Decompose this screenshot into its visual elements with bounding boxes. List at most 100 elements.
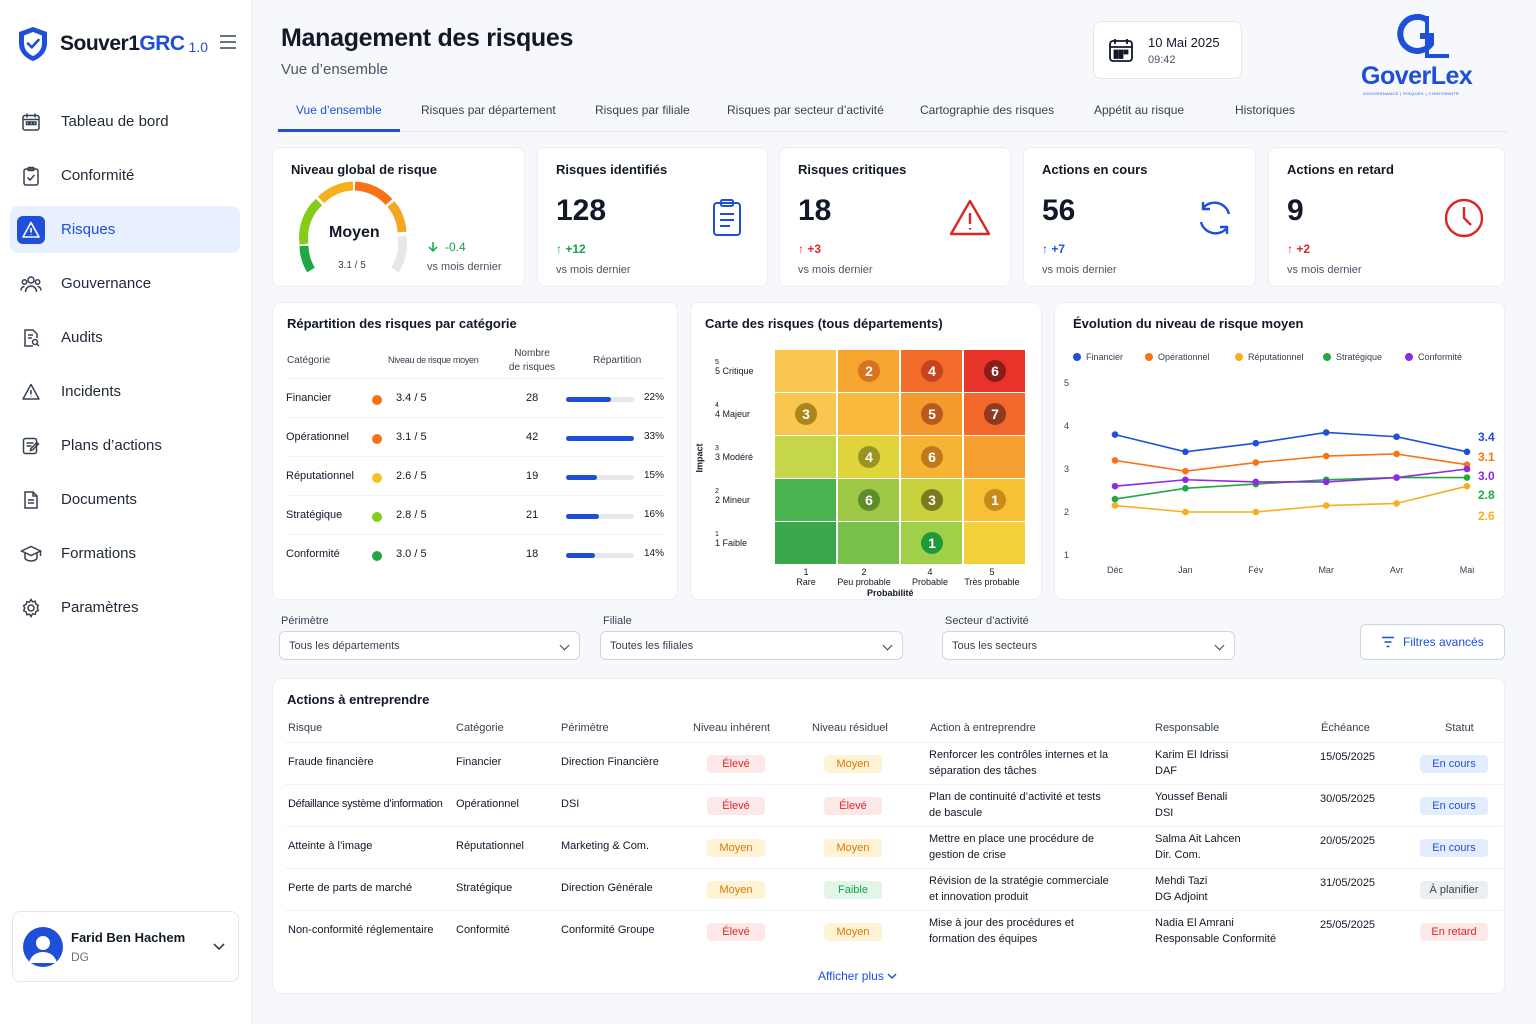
advanced-filters-button[interactable]: Filtres avancés [1360, 624, 1505, 660]
data-point[interactable] [1322, 429, 1330, 436]
tab-cartographie[interactable]: Cartographie des risques [920, 103, 1055, 117]
user-card[interactable]: Farid Ben Hachem DG [12, 911, 239, 982]
data-point[interactable] [1252, 478, 1260, 486]
filter-label-secteur: Secteur d’activité [945, 615, 1029, 627]
date-text: 10 Mai 2025 09:42 [1148, 35, 1220, 66]
heatmap-count-badge[interactable]: 2 [858, 360, 880, 382]
owner-name: Nadia El Amrani [1155, 917, 1234, 929]
data-point[interactable] [1252, 508, 1260, 516]
sidebar-item-incidents[interactable]: Incidents [10, 368, 240, 415]
heatmap-cell[interactable] [964, 522, 1025, 564]
table-row[interactable]: Atteinte à l’image Réputationnel Marketing… [285, 826, 1503, 868]
data-point[interactable] [1111, 495, 1119, 503]
perimetre-select[interactable]: Tous les départements [279, 631, 580, 660]
chevron-down-icon[interactable] [213, 943, 225, 951]
legend-label[interactable]: Réputationnel [1248, 352, 1304, 362]
sidebar-item-tableau-de-bord[interactable]: Tableau de bord [10, 98, 240, 145]
heatmap-count-badge[interactable]: 7 [984, 403, 1006, 425]
sidebar-item-gouvernance[interactable]: Gouvernance [10, 260, 240, 307]
heatmap-count-badge[interactable]: 5 [921, 403, 943, 425]
filiale-select[interactable]: Toutes les filiales [600, 631, 903, 660]
show-more-button[interactable]: Afficher plus [818, 969, 897, 983]
heatmap-count-badge[interactable]: 4 [921, 360, 943, 382]
brand[interactable]: Souver1GRC 1.0 [16, 22, 240, 66]
tab-risques-filiale[interactable]: Risques par filiale [595, 103, 690, 117]
data-point[interactable] [1111, 502, 1119, 509]
heatmap-count-badge[interactable]: 1 [921, 532, 943, 554]
table-row[interactable]: Fraude financière Financier Direction Fina… [285, 742, 1503, 784]
risk-category: Financier [456, 756, 502, 768]
sidebar-item-formations[interactable]: Formations [10, 530, 240, 577]
data-point[interactable] [1322, 502, 1330, 509]
sidebar-item-risques[interactable]: Risques [10, 206, 240, 253]
secteur-select[interactable]: Tous les secteurs [942, 631, 1235, 660]
heatmap-cell[interactable] [775, 522, 836, 564]
heatmap-count-badge[interactable]: 6 [921, 446, 943, 468]
heatmap-count-badge[interactable]: 6 [984, 360, 1006, 382]
legend-label[interactable]: Conformité [1418, 352, 1462, 362]
data-point[interactable] [1322, 478, 1330, 486]
heatmap-count-badge[interactable]: 3 [795, 403, 817, 425]
tab-vue-ensemble[interactable]: Vue d’ensemble [296, 103, 382, 117]
heatmap-cell[interactable] [775, 350, 836, 392]
data-point[interactable] [1252, 439, 1260, 447]
table-row[interactable]: Conformité 3.0 / 5 18 14% [286, 548, 665, 561]
data-point[interactable] [1393, 500, 1400, 507]
tab-appetit[interactable]: Appétit au risque [1094, 103, 1185, 117]
data-point[interactable] [1111, 431, 1119, 438]
heatmap-count-badge[interactable]: 6 [858, 489, 880, 511]
sidebar-item-conformite[interactable]: Conformité [10, 152, 240, 199]
warning-triangle-icon [949, 199, 991, 236]
sidebar-item-parametres[interactable]: Paramètres [10, 584, 240, 631]
date-widget[interactable]: 10 Mai 2025 09:42 [1093, 21, 1242, 79]
table-row[interactable]: Stratégique 2.8 / 5 21 16% [286, 497, 666, 535]
data-point[interactable] [1182, 448, 1189, 456]
table-row[interactable]: Défaillance système d’information Opérati… [285, 784, 1503, 826]
action-text: Mettre en place une procédure de [929, 833, 1095, 845]
data-point[interactable] [1182, 467, 1189, 475]
risk-name: Défaillance système d’information [288, 798, 443, 810]
tab-risques-departement[interactable]: Risques par département [421, 103, 556, 117]
table-row[interactable]: Opérationnel 3.1 / 5 42 33% [286, 419, 666, 457]
sidebar-item-plans-actions[interactable]: Plans d’actions [10, 422, 240, 469]
data-point[interactable] [1182, 476, 1189, 484]
heatmap-count-badge[interactable]: 1 [984, 489, 1006, 511]
data-point[interactable] [1393, 450, 1400, 458]
table-row[interactable]: Financier 3.4 / 5 28 22% [286, 380, 666, 418]
data-point[interactable] [1111, 457, 1119, 464]
data-point[interactable] [1182, 508, 1189, 516]
sidebar-item-audits[interactable]: Audits [10, 314, 240, 361]
heatmap-count-badge[interactable]: 4 [858, 446, 880, 468]
heatmap-cell[interactable] [838, 393, 899, 435]
data-point[interactable] [1182, 485, 1189, 492]
col-header: Risque [288, 722, 323, 734]
legend-label[interactable]: Stratégique [1336, 352, 1382, 362]
data-point[interactable] [1463, 465, 1471, 473]
legend-label[interactable]: Opérationnel [1158, 352, 1210, 362]
clock-icon [1444, 198, 1484, 238]
data-point[interactable] [1463, 448, 1471, 456]
heatmap-cell[interactable] [964, 436, 1025, 478]
data-point[interactable] [1463, 482, 1471, 490]
table-row[interactable]: Non-conformité réglementaire Conformité Co… [285, 910, 1503, 952]
sidebar-item-documents[interactable]: Documents [10, 476, 240, 523]
heatmap-count-badge[interactable]: 3 [921, 489, 943, 511]
level-dot [372, 434, 382, 444]
menu-toggle-icon[interactable] [220, 35, 236, 49]
data-point[interactable] [1111, 482, 1119, 490]
heatmap-cell[interactable] [838, 522, 899, 564]
data-point[interactable] [1393, 433, 1400, 441]
legend-label[interactable]: Financier [1086, 352, 1123, 362]
table-row[interactable]: Réputationnel 2.6 / 5 19 15% [286, 458, 666, 496]
action-text: et innovation produit [929, 891, 1029, 903]
heatmap-cell[interactable] [775, 479, 836, 521]
data-point[interactable] [1393, 474, 1400, 481]
tab-risques-secteur[interactable]: Risques par secteur d’activité [727, 103, 884, 117]
tab-historiques[interactable]: Historiques [1235, 103, 1296, 117]
table-row[interactable]: Perte de parts de marché Stratégique Direc… [285, 868, 1503, 910]
data-point[interactable] [1252, 459, 1260, 466]
heatmap-cell[interactable] [775, 436, 836, 478]
action-text: Mise à jour des procédures et [929, 917, 1074, 929]
data-point[interactable] [1463, 474, 1471, 481]
data-point[interactable] [1322, 452, 1330, 460]
